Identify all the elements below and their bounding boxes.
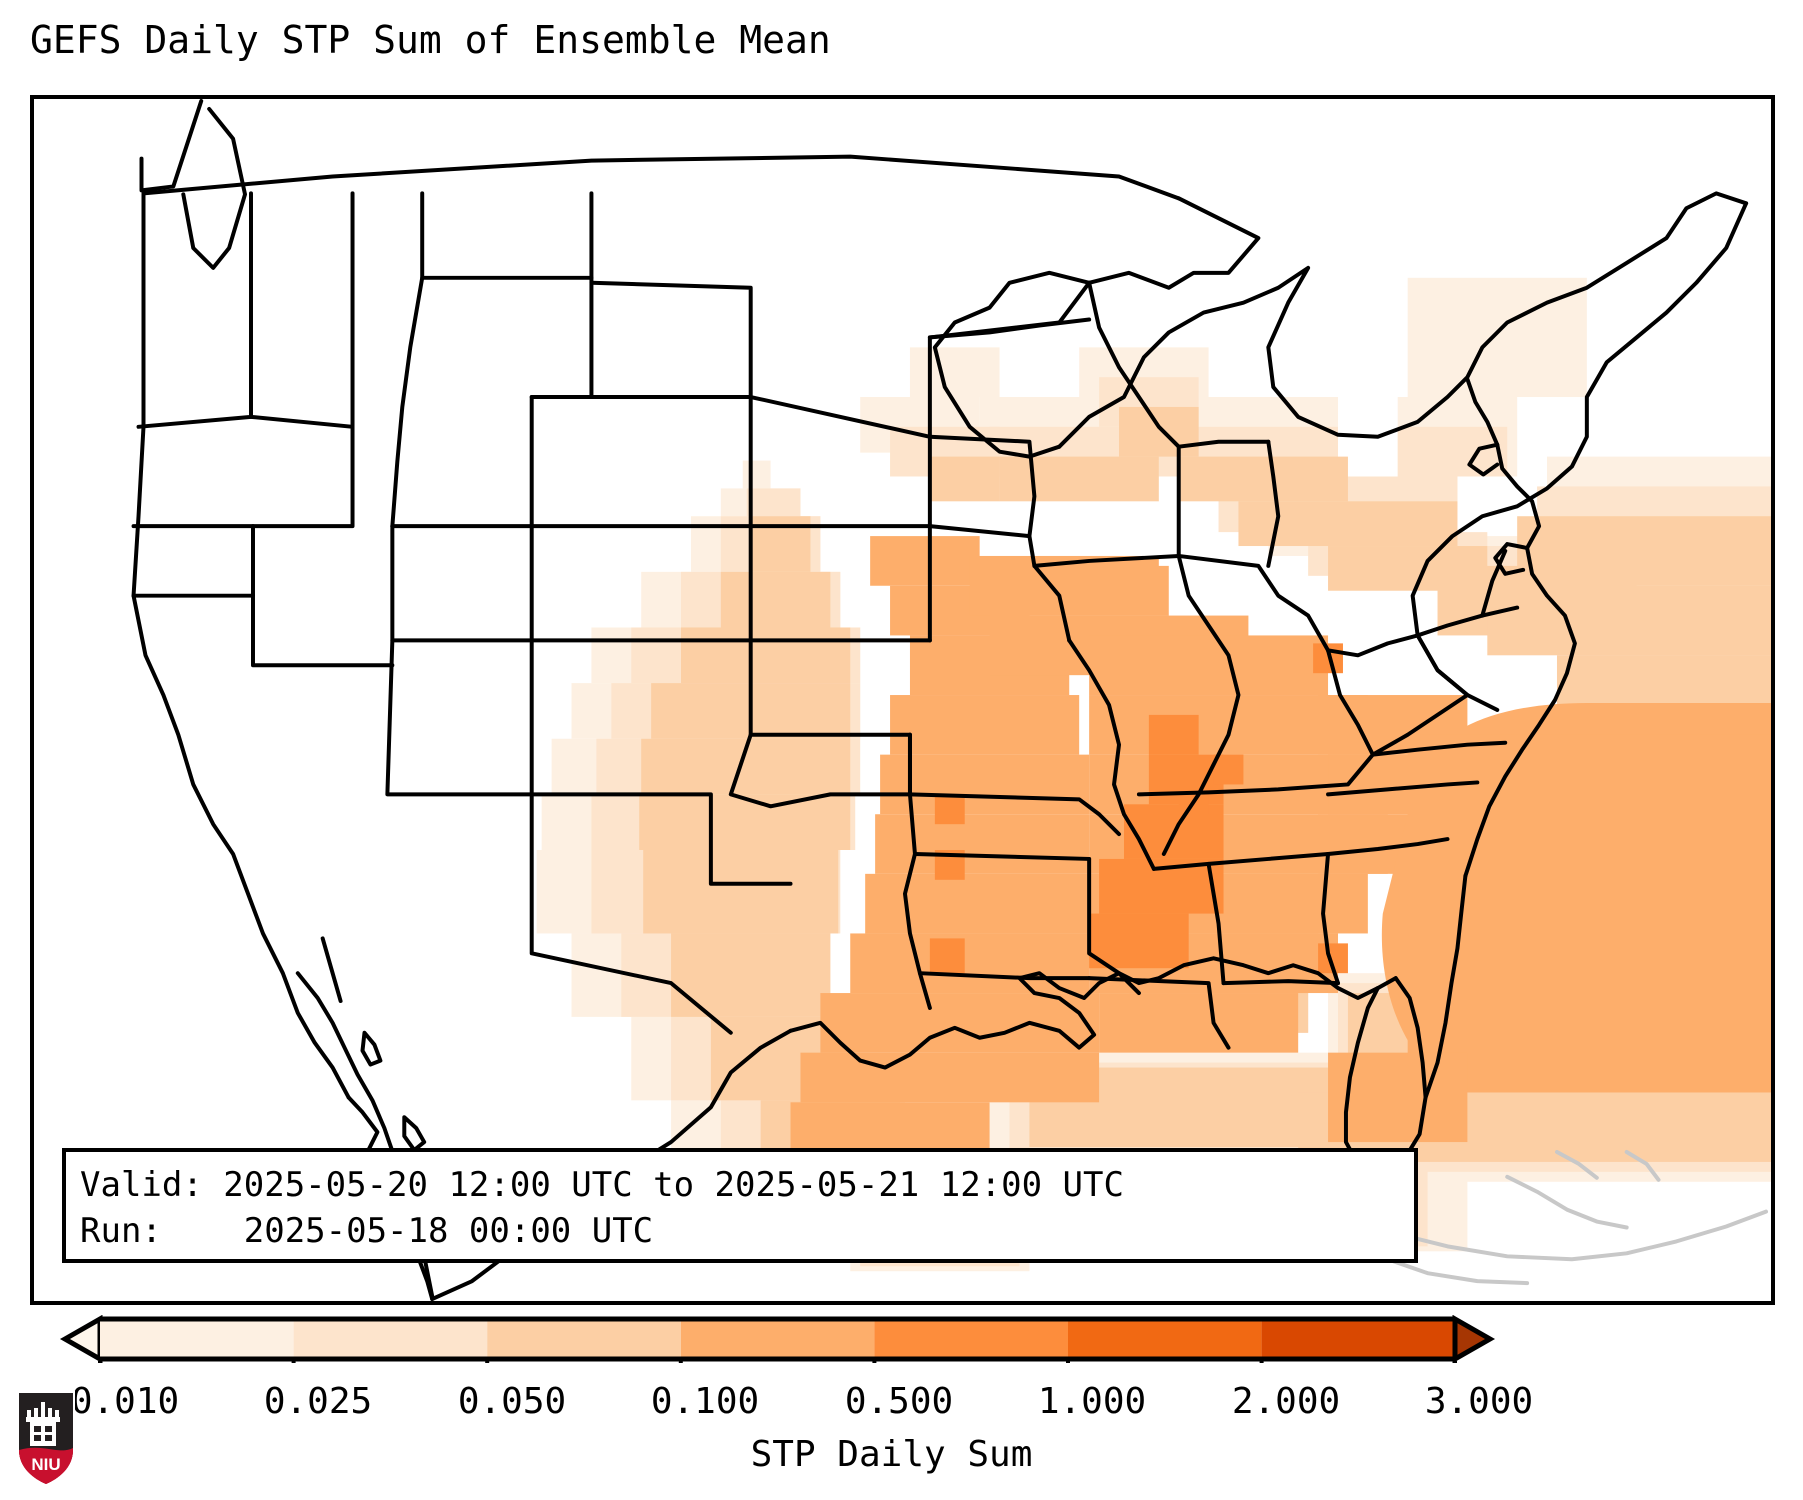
colorbar-tick-label-1: 0.025 [263, 1381, 373, 1422]
colorbar-band-2 [293, 1319, 488, 1359]
colorbar-tick-label-3: 0.100 [650, 1381, 760, 1422]
colorbar-tick-label-0: 0.010 [70, 1381, 180, 1422]
stp-heatmap-layer [536, 277, 1771, 1272]
niu-logo: NIU [17, 1391, 75, 1487]
colorbar-band-1 [100, 1319, 294, 1359]
colorbar-tick-label-7: 3.000 [1424, 1381, 1534, 1422]
colorbar-under-arrow [59, 1315, 103, 1363]
colorbar-band-4 [680, 1319, 875, 1359]
forecast-info-box: Valid: 2025-05-20 12:00 UTC to 2025-05-2… [62, 1148, 1418, 1263]
valid-time-line: Valid: 2025-05-20 12:00 UTC to 2025-05-2… [80, 1165, 1124, 1205]
map-plot-area [30, 95, 1775, 1305]
colorbar-tick-label-6: 2.000 [1231, 1381, 1341, 1422]
colorbar-tick-label-4: 0.500 [844, 1381, 954, 1422]
colorbar-tick-label-2: 0.050 [457, 1381, 567, 1422]
niu-tower-windows [34, 1426, 52, 1441]
colorbar[interactable] [30, 1315, 1775, 1363]
colorbar-axis-label: STP Daily Sum [0, 1434, 1803, 1475]
niu-shield-swoosh [19, 1447, 73, 1484]
colorbar-axis-label-text: STP Daily Sum [750, 1434, 1033, 1475]
colorbar-swatches [59, 1315, 1496, 1363]
map-clip [34, 99, 1771, 1301]
colorbar-tick-label-5: 1.000 [1037, 1381, 1147, 1422]
colorbar-over-arrow [1452, 1315, 1496, 1363]
colorbar-band-6 [1068, 1319, 1262, 1359]
colorbar-outline [100, 1316, 1455, 1362]
colorbar-band-7 [1261, 1319, 1456, 1359]
page-title: GEFS Daily STP Sum of Ensemble Mean [30, 18, 831, 62]
colorbar-band-3 [487, 1319, 681, 1359]
niu-logo-text: NIU [31, 1455, 60, 1474]
colorbar-band-5 [874, 1319, 1068, 1359]
run-time-line: Run: 2025-05-18 00:00 UTC [80, 1211, 654, 1251]
